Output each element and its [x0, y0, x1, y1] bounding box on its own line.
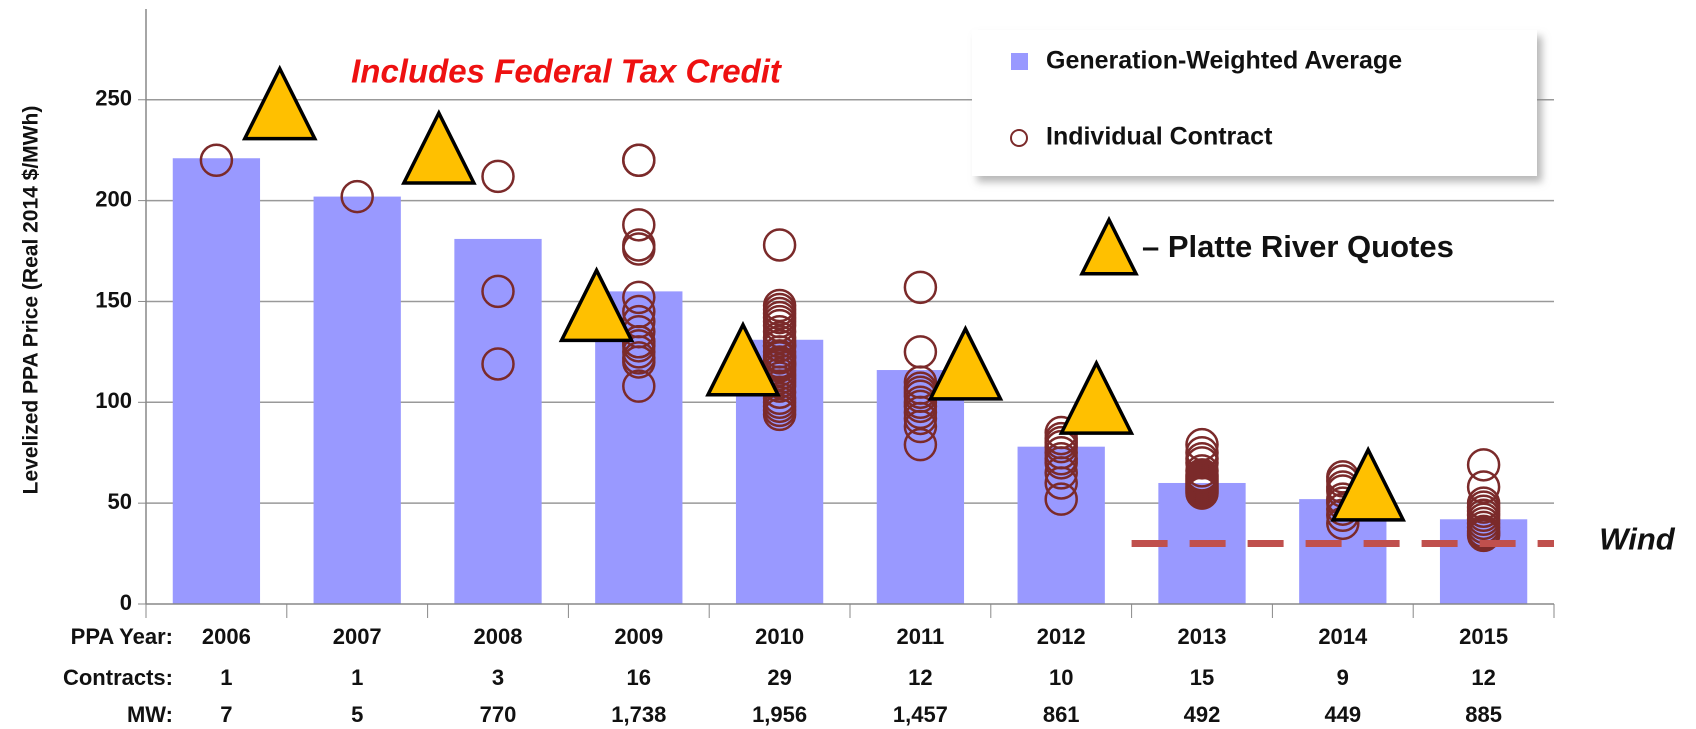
- contract-point: [1185, 460, 1219, 494]
- contract-point: [762, 329, 797, 363]
- row-value: 770: [480, 702, 517, 727]
- row-value: 2015: [1459, 624, 1508, 649]
- contract-point: [622, 232, 656, 266]
- y-tick-label: 0: [120, 590, 132, 615]
- row-value: 1: [220, 665, 232, 690]
- quote-marker: [1058, 359, 1135, 435]
- legend-swatch: [1010, 129, 1028, 147]
- legend-swatch: [1079, 215, 1139, 276]
- row-value: 2007: [333, 624, 382, 649]
- wind-label: Wind: [1599, 522, 1676, 557]
- row-value: 2008: [474, 624, 523, 649]
- row-value: 2010: [755, 624, 804, 649]
- contract-point: [622, 143, 656, 178]
- row-label: PPA Year:: [71, 624, 173, 649]
- contract-point: [1466, 518, 1501, 553]
- row-value: 2009: [614, 624, 663, 649]
- row-value: 449: [1324, 702, 1361, 727]
- row-value: 2013: [1178, 624, 1227, 649]
- bar: [876, 370, 965, 604]
- contract-point: [1044, 456, 1078, 490]
- contract-point: [1044, 446, 1078, 480]
- y-axis-label: Levelized PPA Price (Real 2014 $/MWh): [20, 106, 43, 495]
- quote-marker: [241, 64, 318, 141]
- contract-point: [762, 397, 797, 432]
- row-value: 12: [908, 665, 932, 690]
- legend-label: Individual Contract: [1046, 123, 1273, 151]
- row-value: 492: [1184, 702, 1221, 727]
- y-tick-label: 150: [95, 287, 132, 312]
- y-tick-label: 100: [95, 388, 132, 413]
- marks: [172, 143, 1554, 605]
- row-value: 7: [220, 702, 232, 727]
- y-tick-label: 250: [95, 86, 132, 111]
- contract-point: [622, 345, 656, 379]
- row-value: 2012: [1037, 624, 1086, 649]
- legend-label: Generation-Weighted Average: [1046, 47, 1402, 75]
- bar: [172, 158, 261, 604]
- contract-point: [762, 321, 797, 355]
- contract-point: [1044, 466, 1078, 500]
- y-tick-label: 50: [108, 489, 132, 514]
- contract-point: [762, 228, 797, 262]
- contract-point: [762, 300, 797, 335]
- contract-point: [622, 208, 656, 242]
- row-value: 2014: [1318, 624, 1368, 649]
- row-value: 1,956: [752, 702, 807, 727]
- contract-point: [199, 143, 234, 178]
- row-value: 2011: [897, 624, 945, 649]
- row-label: Contracts:: [63, 665, 173, 690]
- quote-marker: [927, 324, 1004, 401]
- row-value: 10: [1049, 665, 1073, 690]
- row-value: 15: [1190, 665, 1214, 690]
- row-value: 861: [1043, 702, 1080, 727]
- row-value: 1,738: [611, 702, 666, 727]
- contract-point: [481, 347, 515, 381]
- contract-point: [622, 280, 656, 315]
- bar: [1439, 519, 1528, 604]
- contract-point: [903, 409, 938, 444]
- legend-swatch: [1011, 53, 1028, 70]
- contract-point: [481, 159, 515, 194]
- legend-label: – Platte River Quotes: [1142, 229, 1454, 264]
- contract-point: [903, 401, 938, 436]
- contract-point: [1466, 448, 1501, 482]
- contract-point: [1185, 476, 1219, 510]
- row-value: 885: [1465, 702, 1502, 727]
- row-value: 12: [1471, 665, 1495, 690]
- contract-point: [622, 369, 656, 403]
- row-value: 2006: [202, 624, 251, 649]
- annotation: Includes Federal Tax Credit: [351, 53, 783, 90]
- bar: [1017, 446, 1105, 604]
- row-value: 29: [767, 665, 791, 690]
- quote-marker: [1330, 445, 1406, 522]
- contract-point: [903, 335, 938, 369]
- quote-marker: [558, 266, 635, 343]
- row-value: 1: [351, 665, 363, 690]
- contract-point: [1044, 482, 1078, 516]
- contract-point: [903, 427, 938, 462]
- contract-point: [481, 274, 515, 309]
- contract-point: [903, 270, 938, 305]
- row-value: 3: [492, 665, 504, 690]
- contract-point: [1466, 470, 1501, 504]
- contract-point: [340, 179, 374, 214]
- quote-marker: [705, 320, 781, 397]
- row-value: 1,457: [893, 702, 948, 727]
- bar: [313, 196, 401, 604]
- row-label: MW:: [127, 702, 173, 727]
- row-value: 5: [351, 702, 363, 727]
- row-value: 16: [627, 665, 651, 690]
- bar: [454, 238, 542, 605]
- quote-marker: [401, 109, 477, 185]
- y-tick-label: 200: [95, 186, 132, 211]
- legend-box: [972, 30, 1537, 176]
- row-value: 9: [1337, 665, 1349, 690]
